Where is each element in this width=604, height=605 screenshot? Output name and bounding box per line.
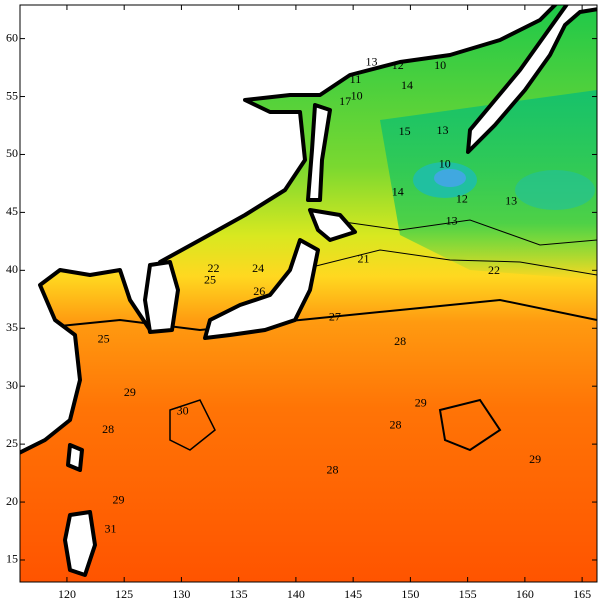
x-tick-label: 165 <box>573 587 591 601</box>
contour-label: 29 <box>415 395 427 409</box>
x-tick-label: 145 <box>344 587 362 601</box>
x-tick-label: 150 <box>401 587 419 601</box>
contour-label: 28 <box>390 417 402 431</box>
contour-label: 12 <box>456 191 468 205</box>
contour-label: 26 <box>253 284 265 298</box>
contour-label: 13 <box>446 213 458 227</box>
contour-label: 24 <box>252 261 264 275</box>
contour-label: 15 <box>399 124 411 138</box>
contour-label: 28 <box>102 422 114 436</box>
y-tick-label: 40 <box>6 262 18 276</box>
contour-label: 10 <box>434 58 446 72</box>
contour-label: 25 <box>204 273 216 287</box>
contour-label: 21 <box>357 252 369 266</box>
contour-label: 29 <box>124 385 136 399</box>
x-tick-label: 130 <box>172 587 190 601</box>
x-tick-label: 120 <box>58 587 76 601</box>
contour-label: 30 <box>177 403 189 417</box>
contour-label: 10 <box>351 88 363 102</box>
contour-label: 12 <box>392 58 404 72</box>
contour-label: 13 <box>365 55 377 69</box>
y-tick-label: 15 <box>6 552 18 566</box>
x-tick-label: 140 <box>287 587 305 601</box>
contour-label: 14 <box>392 184 404 198</box>
x-tick-label: 125 <box>115 587 133 601</box>
y-tick-label: 45 <box>6 204 18 218</box>
y-tick-label: 50 <box>6 146 18 160</box>
plot-frame <box>19 4 598 583</box>
y-tick-label: 60 <box>6 30 18 44</box>
temperature-field <box>20 5 597 582</box>
x-tick-label: 155 <box>459 587 477 601</box>
contour-label: 11 <box>350 72 362 86</box>
contour-label: 13 <box>505 194 517 208</box>
y-tick-label: 25 <box>6 436 18 450</box>
contour-label: 29 <box>529 452 541 466</box>
contour-label: 25 <box>98 332 110 346</box>
y-tick-label: 20 <box>6 494 18 508</box>
contour-label: 27 <box>329 310 341 324</box>
contour-label: 28 <box>327 463 339 477</box>
y-tick-label: 30 <box>6 378 18 392</box>
y-tick-label: 55 <box>6 88 18 102</box>
x-tick-label: 160 <box>516 587 534 601</box>
contour-label: 28 <box>394 334 406 348</box>
contour-label: 31 <box>104 522 116 536</box>
contour-label: 13 <box>436 123 448 137</box>
contour-label: 22 <box>207 261 219 275</box>
contour-label: 17 <box>339 94 351 108</box>
x-tick-label: 135 <box>230 587 248 601</box>
contour-label: 22 <box>488 263 500 277</box>
contour-label: 29 <box>112 493 124 507</box>
y-tick-label: 35 <box>6 320 18 334</box>
contour-label: 14 <box>401 78 413 92</box>
contour-label: 10 <box>439 157 451 171</box>
